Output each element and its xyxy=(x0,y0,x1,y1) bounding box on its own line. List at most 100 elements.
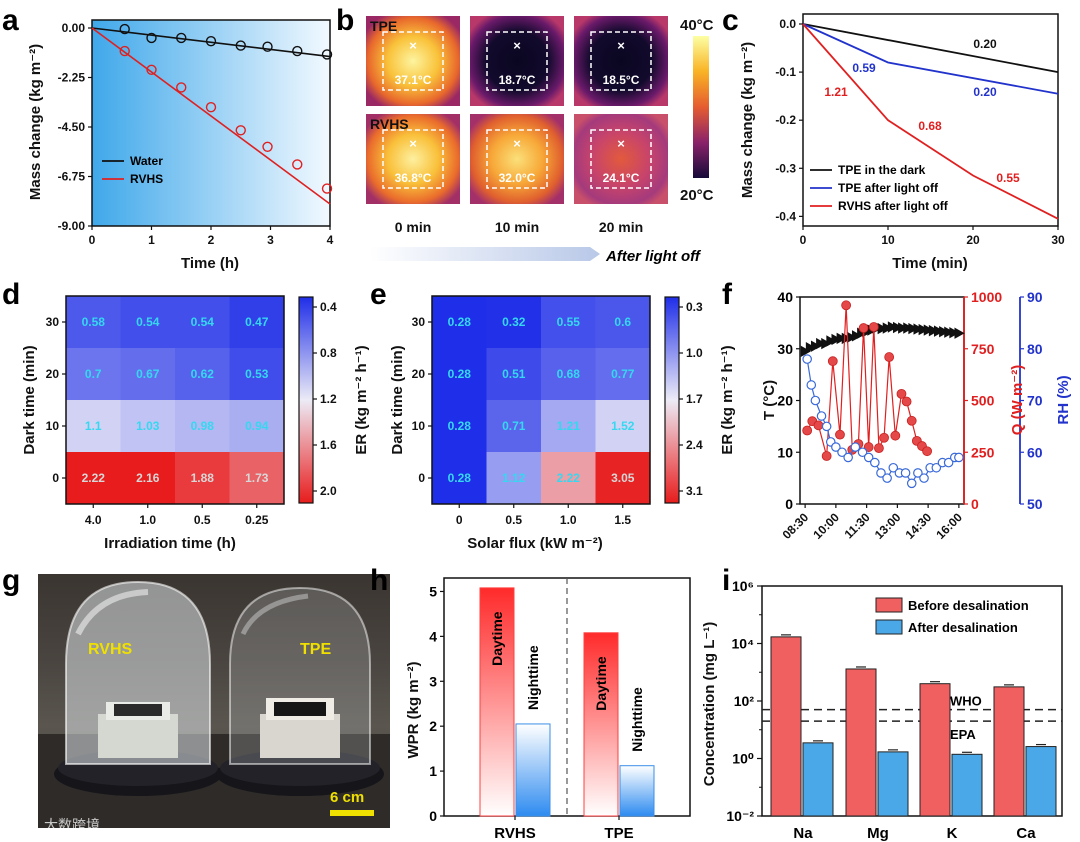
thermal-image xyxy=(574,114,668,204)
heatmap-cell xyxy=(486,296,541,348)
heatmap-cell xyxy=(541,296,596,348)
x-tick-label: 0 xyxy=(456,513,463,527)
heatmap-cell-value: 0.98 xyxy=(191,419,215,433)
bar-label-nighttime: Nighttime xyxy=(629,687,645,752)
y-tick-label-i: 10² xyxy=(734,693,755,709)
y-tick-label-h: 0 xyxy=(429,808,437,824)
x-tick-label-c: 0 xyxy=(800,233,807,247)
reference-label-who: WHO xyxy=(950,694,982,709)
y-tick-label-c: -0.2 xyxy=(775,113,796,127)
heatmap-cell-value: 0.6 xyxy=(614,315,631,329)
panel-label-g: g xyxy=(2,564,20,597)
bar-after xyxy=(951,753,983,817)
data-point-rh xyxy=(882,473,892,483)
bar-daytime xyxy=(479,587,515,817)
data-point-q xyxy=(813,420,824,431)
y-tick-label-c: -0.4 xyxy=(775,209,796,223)
data-point-q xyxy=(802,425,813,436)
data-point-rvhs xyxy=(205,101,217,113)
y-tick-label-c: -0.3 xyxy=(775,161,796,175)
d-colorbar xyxy=(299,297,313,503)
y-tick-label: 20 xyxy=(46,367,60,381)
chart-e-ylabel: Dark time (min) xyxy=(389,345,406,454)
heatmap-cell xyxy=(595,296,650,348)
y-tick-label: 10 xyxy=(412,419,426,433)
data-point-t xyxy=(892,321,904,334)
x-tick-label-a: 1 xyxy=(148,233,155,247)
b-colorbar xyxy=(693,36,709,178)
heatmap-cell-value: 0.28 xyxy=(448,471,472,485)
crosshair-icon: × xyxy=(513,38,521,53)
y-tick-label: 20 xyxy=(412,367,426,381)
y-tick-label-f: 20 xyxy=(777,393,793,409)
data-point-t xyxy=(944,326,955,338)
colorbar-tick-label: 3.1 xyxy=(686,484,703,498)
watermark: 大数跨境 xyxy=(44,817,100,833)
data-point-t xyxy=(933,325,945,337)
legend-label-rvhs: RVHS xyxy=(130,172,163,186)
data-point-q xyxy=(827,356,838,367)
panel-label-e: e xyxy=(370,278,387,311)
y-tick-label-f-rh: 70 xyxy=(1027,393,1043,409)
data-point-water xyxy=(119,23,130,35)
rate-label-c: 1.21 xyxy=(824,85,848,99)
heatmap-cell xyxy=(541,452,596,504)
thermal-image xyxy=(366,16,460,106)
heatmap-cell xyxy=(120,452,175,504)
y-tick-label-f-rh: 60 xyxy=(1027,444,1043,460)
y-tick-label-f-q: 250 xyxy=(971,444,995,460)
panel-labels: a b c d e f g h i xyxy=(2,4,739,597)
data-point-q xyxy=(896,388,907,399)
data-point-t xyxy=(923,324,934,336)
heatmap-cell xyxy=(595,452,650,504)
chart-i: 10⁻² 10⁰ 10² 10⁴ 10⁶ Na Mg K Ca WHO EPA Before des… xyxy=(701,578,1063,842)
heatmap-cell-value: 0.47 xyxy=(245,315,269,329)
data-point-t xyxy=(898,322,909,334)
photo-domes xyxy=(38,580,390,828)
heatmap-cell-value: 0.28 xyxy=(448,419,472,433)
heatmap-cell-value: 0.67 xyxy=(136,367,160,381)
rate-label-c: 0.20 xyxy=(973,85,997,99)
y-tick-label-f: 0 xyxy=(785,496,793,512)
bar-nighttime xyxy=(619,765,655,817)
x-tick-label-c: 10 xyxy=(881,233,895,247)
data-point-t xyxy=(805,342,817,354)
fit-line-rvhs xyxy=(91,27,331,205)
thermal-column-label: 0 min xyxy=(395,219,432,235)
data-point-t xyxy=(939,325,950,338)
data-point-rh xyxy=(806,380,817,390)
bar-label-daytime: Daytime xyxy=(489,611,505,666)
heatmap-cell-value: 0.77 xyxy=(611,367,635,381)
data-point-rh xyxy=(802,354,812,364)
thermal-image xyxy=(470,16,564,106)
y-tick-label-c: 0.0 xyxy=(779,17,796,31)
y-tick-label-h: 3 xyxy=(429,673,437,689)
legend-label-c: TPE after light off xyxy=(838,181,939,195)
g-label-rvhs: RVHS xyxy=(88,641,132,658)
x-category-label-i: Ca xyxy=(1016,825,1036,842)
photo-panel-g xyxy=(38,574,390,828)
bar-label-daytime: Daytime xyxy=(593,656,609,711)
reference-label-epa: EPA xyxy=(950,727,976,742)
y-tick-label-a: -9.00 xyxy=(58,219,86,233)
heatmap-cell xyxy=(229,452,284,504)
heatmap-cell-value: 1.21 xyxy=(557,419,581,433)
panel-label-i: i xyxy=(722,564,730,597)
data-point-t xyxy=(908,322,919,335)
y-tick-label-i: 10⁻² xyxy=(726,808,754,824)
y-tick-label-a: -2.25 xyxy=(58,71,86,85)
chart-d-xlabel: Irradiation time (h) xyxy=(104,535,236,552)
series-line-c xyxy=(802,23,1059,220)
colorbar-frame xyxy=(664,296,680,504)
data-point-water xyxy=(205,36,217,47)
bar-after xyxy=(877,751,909,817)
x-tick-label: 0.5 xyxy=(194,513,211,527)
g-label-tpe: TPE xyxy=(300,641,331,658)
y-tick-label-f-q: 500 xyxy=(971,393,995,409)
y-tick-label-f-q: 0 xyxy=(971,496,979,512)
data-point-rvhs xyxy=(146,64,157,76)
x-tick-label-f: 13:00 xyxy=(872,510,904,542)
data-point-rh xyxy=(843,452,853,463)
thermal-temp-label: 24.1°C xyxy=(603,171,640,185)
panel-label-f: f xyxy=(722,278,733,311)
